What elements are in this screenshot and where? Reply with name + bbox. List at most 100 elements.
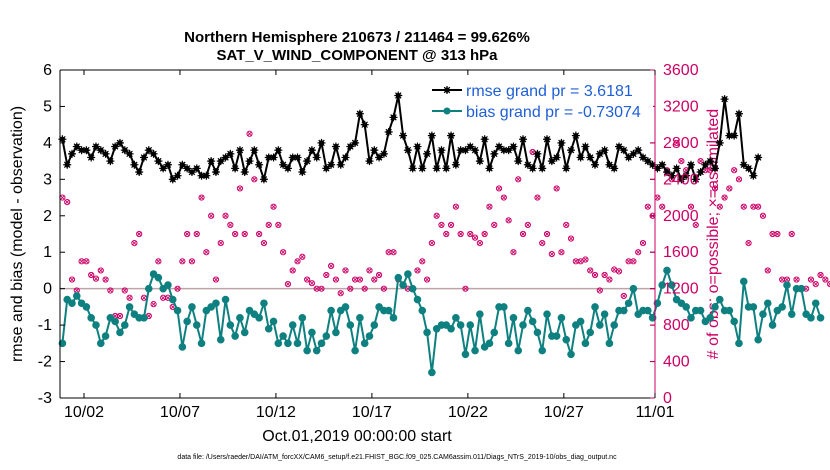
rmse-point-ray	[639, 154, 647, 161]
rmse-point	[149, 149, 158, 158]
y-right-tick-label: 2000	[663, 208, 699, 225]
obs-assimilated-marker	[655, 195, 660, 200]
rmse-point	[619, 146, 628, 155]
obs-assimilated-marker	[79, 259, 84, 264]
legend-rmse-marker	[443, 86, 451, 94]
rmse-point	[379, 149, 388, 158]
rmse-point-ray	[308, 146, 316, 154]
obs-assimilated-marker	[242, 231, 248, 237]
bias-point	[452, 314, 460, 322]
bias-point	[173, 306, 182, 315]
obs-assimilated-marker	[228, 222, 233, 228]
rmse-point-ray	[668, 172, 676, 179]
obs-assimilated-stroke	[295, 259, 300, 264]
y-axis-label: rmse and bias (model - observation)	[9, 106, 26, 362]
rmse-point	[58, 135, 67, 144]
rmse-point	[106, 157, 115, 166]
rmse-point	[734, 109, 743, 118]
obs-possible-marker	[587, 267, 594, 274]
obs-assimilated-marker	[453, 204, 459, 209]
obs-assimilated-marker	[434, 213, 439, 219]
rmse-point	[485, 164, 494, 173]
bias-point	[351, 346, 359, 355]
x-tick-label: 10/02	[64, 404, 104, 421]
obs-possible-marker	[567, 235, 575, 242]
rmse-point-ray	[486, 165, 493, 172]
rmse-point	[336, 160, 345, 169]
bias-point	[96, 339, 105, 348]
rmse-point-ray	[92, 143, 100, 150]
obs-assimilated-stroke	[290, 268, 296, 273]
rmse-point-ray	[654, 165, 661, 172]
rmse-point	[168, 175, 177, 184]
rmse-point	[197, 171, 206, 180]
obs-possible-marker	[198, 194, 205, 201]
rmse-point-ray	[721, 95, 728, 103]
obs-assimilated-stroke	[242, 231, 248, 237]
obs-assimilated-stroke	[587, 268, 593, 273]
obs-assimilated-stroke	[741, 204, 747, 209]
obs-assimilated-stroke	[84, 259, 89, 264]
obs-assimilated-marker	[180, 259, 185, 264]
obs-possible-marker	[812, 281, 819, 288]
obs-possible-marker	[711, 185, 719, 192]
obs-assimilated-marker	[304, 277, 310, 282]
obs-possible-marker	[380, 285, 387, 292]
bias-point	[581, 339, 590, 348]
bias-point	[600, 310, 609, 318]
rmse-point	[466, 142, 475, 151]
obs-assimilated-marker	[175, 286, 180, 291]
rmse-point	[346, 142, 355, 151]
obs-assimilated-marker	[645, 204, 651, 209]
obs-possible-marker	[188, 258, 196, 265]
obs-assimilated-marker	[108, 288, 113, 293]
rmse-point	[403, 146, 412, 155]
bias-point	[327, 306, 335, 315]
obs-assimilated-stroke	[827, 281, 830, 285]
obs-assimilated-stroke	[467, 231, 473, 237]
bias-point	[418, 306, 427, 315]
bias-point	[447, 324, 455, 333]
bias-point	[255, 314, 263, 322]
obs-assimilated-marker	[568, 236, 574, 241]
obs-possible-marker	[481, 230, 488, 238]
bias-point	[423, 328, 431, 337]
obs-possible-marker	[817, 271, 824, 279]
rmse-point	[130, 160, 139, 169]
rmse-point	[255, 160, 264, 169]
obs-possible-marker	[184, 230, 191, 238]
bias-point	[461, 350, 470, 359]
rmse-point-ray	[356, 110, 364, 117]
obs-possible-marker	[635, 249, 642, 256]
rmse-point	[192, 164, 201, 173]
obs-assimilated-stroke	[151, 301, 156, 307]
rmse-point-ray	[524, 161, 532, 169]
rmse-point-ray	[164, 161, 172, 169]
obs-assimilated-marker	[813, 281, 819, 287]
bias-point	[178, 343, 187, 351]
obs-assimilated-marker	[103, 277, 108, 282]
rmse-point-ray	[419, 165, 426, 172]
bias-point	[322, 332, 331, 340]
legend-rmse-label: rmse grand pr = 3.6181	[466, 83, 633, 100]
obs-assimilated-marker	[501, 195, 507, 200]
bias-point	[730, 317, 738, 326]
obs-possible-marker	[323, 271, 330, 279]
obs-assimilated-marker	[194, 231, 200, 237]
bias-point	[725, 306, 734, 315]
rmse-point-ray	[745, 165, 752, 172]
obs-possible-marker	[755, 203, 762, 210]
bias-point	[787, 310, 796, 318]
rmse-point-ray	[716, 139, 724, 147]
obs-assimilated-stroke	[765, 268, 771, 273]
bias-point	[456, 321, 465, 329]
obs-assimilated-marker	[573, 259, 579, 264]
obs-assimilated-marker	[151, 301, 156, 307]
obs-assimilated-stroke	[170, 304, 176, 310]
obs-assimilated-marker	[463, 286, 468, 291]
obs-possible-marker	[539, 240, 546, 247]
bias-point	[759, 310, 767, 318]
bias-point	[562, 335, 571, 344]
obs-assimilated-stroke	[175, 286, 180, 291]
obs-possible-marker	[524, 221, 531, 228]
